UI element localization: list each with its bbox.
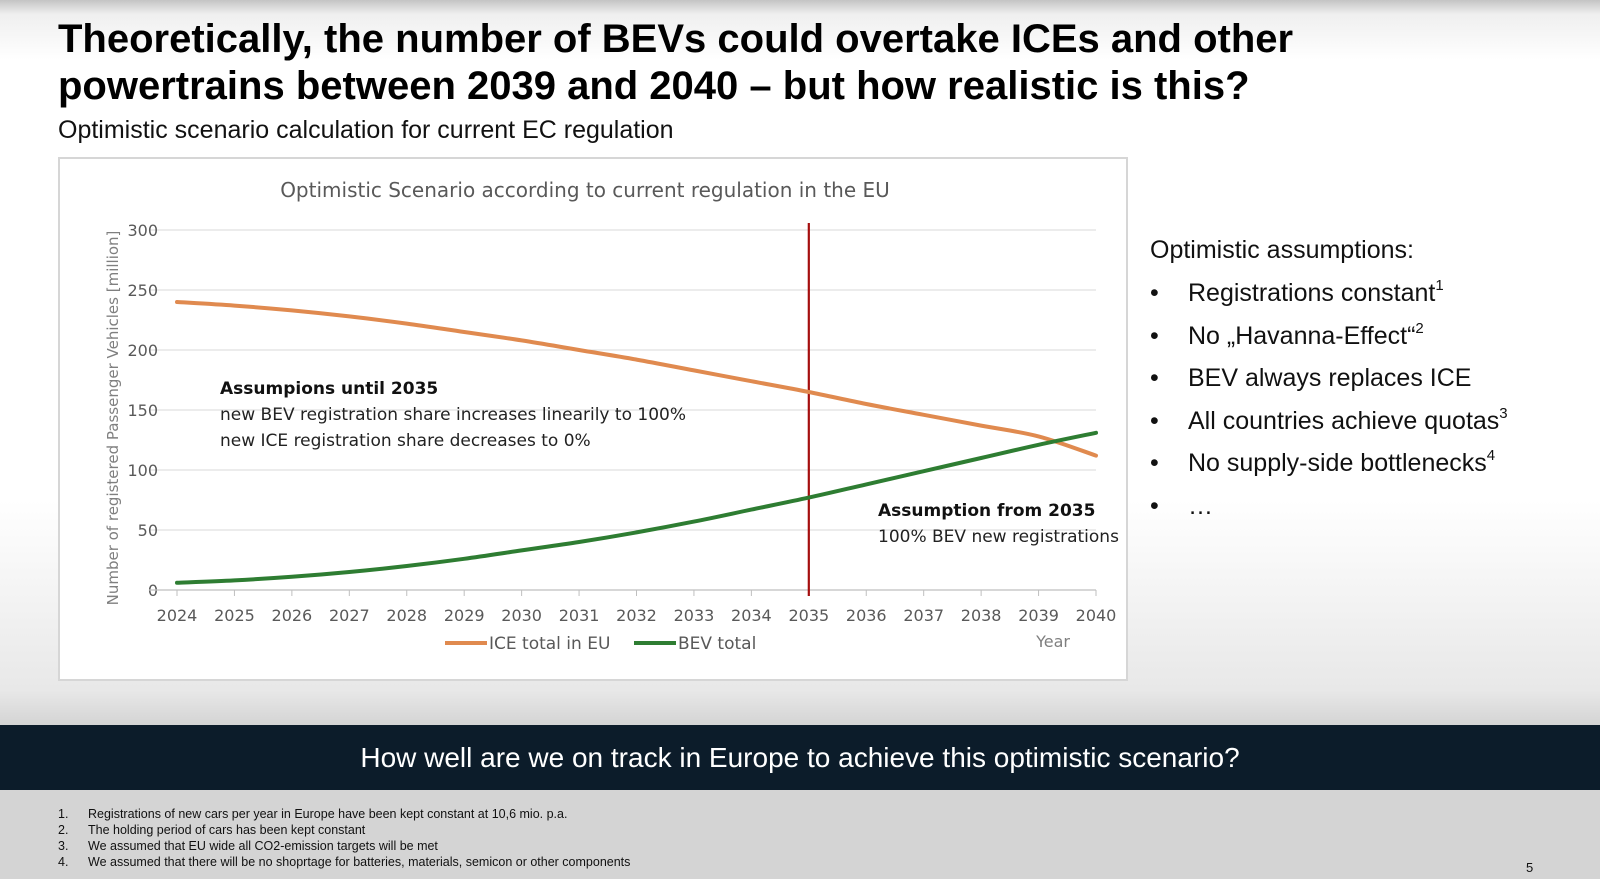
y-tick-label: 50 [138, 521, 158, 540]
footnote-reference: 2 [1415, 319, 1424, 337]
x-tick-label: 2024 [157, 606, 198, 625]
x-tick-label: 2033 [674, 606, 715, 625]
assumption-item: No „Havanna-Effect“2 [1150, 321, 1590, 364]
footnote-reference: 4 [1486, 447, 1496, 464]
footnote-number: 2. [58, 823, 69, 837]
assumption-text: BEV always replaces ICE [1188, 364, 1472, 392]
footnote-text: The holding period of cars has been kept… [88, 823, 366, 837]
assumption-text: Registrations constant [1188, 279, 1436, 307]
x-tick-label: 2029 [444, 606, 485, 625]
x-tick-label: 2027 [329, 606, 370, 625]
line-chart: Optimistic Scenario according to current… [104, 178, 1119, 654]
series-line-ice [175, 300, 1098, 458]
footnote-number: 1. [58, 807, 69, 821]
assumption-item: BEV always replaces ICE [1150, 363, 1590, 406]
x-tick-label: 2040 [1076, 606, 1117, 625]
footnote-reference: 1 [1435, 277, 1444, 294]
x-tick-label: 2032 [616, 606, 657, 625]
x-tick-label: 2026 [272, 606, 313, 625]
legend-label: ICE total in EU [489, 634, 610, 654]
footnote-row: 2. The holding period of cars has been ke… [58, 822, 630, 838]
footnote-reference: 3 [1499, 404, 1508, 422]
x-tick-label: 2037 [903, 606, 944, 625]
annotation-until-text: new ICE registration share decreases to … [220, 431, 591, 451]
y-tick-label: 100 [127, 461, 158, 480]
y-axis-title: Number of registered Passenger Vehicles … [104, 231, 122, 606]
annotation-from-heading: Assumption from 2035 [878, 501, 1095, 521]
question-banner: How well are we on track in Europe to ac… [0, 725, 1600, 790]
page-title: Theoretically, the number of BEVs could … [58, 16, 1458, 110]
footnote-row: 4. We assumed that there will be no shopr… [58, 854, 630, 870]
annotation-until-text: new BEV registration share increases lin… [220, 405, 686, 425]
assumption-item: Registrations constant1 [1150, 278, 1590, 321]
annotation-until-heading: Assumpions until 2035 [220, 379, 438, 399]
footnotes: 1. Registrations of new cars per year in … [58, 806, 630, 870]
x-tick-label: 2025 [214, 606, 255, 625]
x-tick-label: 2039 [1018, 606, 1059, 625]
x-axis-title: Year [1035, 632, 1070, 651]
title-line-2: powertrains between 2039 and 2040 – but … [58, 64, 1250, 108]
x-tick-label: 2031 [559, 606, 600, 625]
x-tick-label: 2035 [788, 606, 829, 625]
x-tick-label: 2038 [961, 606, 1002, 625]
assumption-text: All countries achieve quotas [1188, 406, 1500, 435]
x-tick-label: 2034 [731, 606, 772, 625]
y-tick-label: 300 [127, 221, 158, 240]
legend-label: BEV total [678, 634, 756, 654]
chart-panel: Optimistic Scenario according to current… [58, 157, 1128, 681]
assumption-item: All countries achieve quotas3 [1150, 406, 1590, 449]
chart-title: Optimistic Scenario according to current… [280, 178, 890, 202]
x-tick-label: 2028 [386, 606, 427, 625]
title-line-1: Theoretically, the number of BEVs could … [58, 17, 1294, 61]
series-line-bev [175, 430, 1098, 585]
footnote-row: 3. We assumed that EU wide all CO2-emissi… [58, 838, 630, 854]
page-number: 5 [1526, 860, 1534, 875]
assumption-item: … [1150, 491, 1590, 534]
y-tick-label: 150 [127, 401, 158, 420]
footnote-number: 3. [58, 839, 69, 853]
assumption-text: No „Havanna-Effect“ [1188, 321, 1416, 350]
page-subtitle: Optimistic scenario calculation for curr… [58, 116, 674, 144]
footnote-text: We assumed that there will be no shoprta… [88, 855, 631, 869]
y-tick-label: 200 [127, 341, 158, 360]
footnote-text: Registrations of new cars per year in Eu… [88, 807, 568, 821]
x-tick-label: 2030 [501, 606, 542, 625]
annotation-from-text: 100% BEV new registrations [878, 527, 1119, 547]
assumption-text: No supply-side bottlenecks [1188, 449, 1487, 477]
assumptions-panel: Optimistic assumptions: Registrations co… [1150, 236, 1590, 533]
assumptions-list: Registrations constant1No „Havanna-Effec… [1150, 278, 1590, 533]
assumption-item: No supply-side bottlenecks4 [1150, 448, 1590, 491]
x-tick-label: 2036 [846, 606, 887, 625]
footnote-row: 1. Registrations of new cars per year in … [58, 806, 630, 822]
footnote-number: 4. [58, 855, 69, 869]
assumptions-heading: Optimistic assumptions: [1150, 236, 1414, 264]
footnote-text: We assumed that EU wide all CO2-emission… [88, 839, 438, 853]
assumption-text: … [1188, 491, 1213, 520]
y-tick-label: 250 [127, 281, 158, 300]
